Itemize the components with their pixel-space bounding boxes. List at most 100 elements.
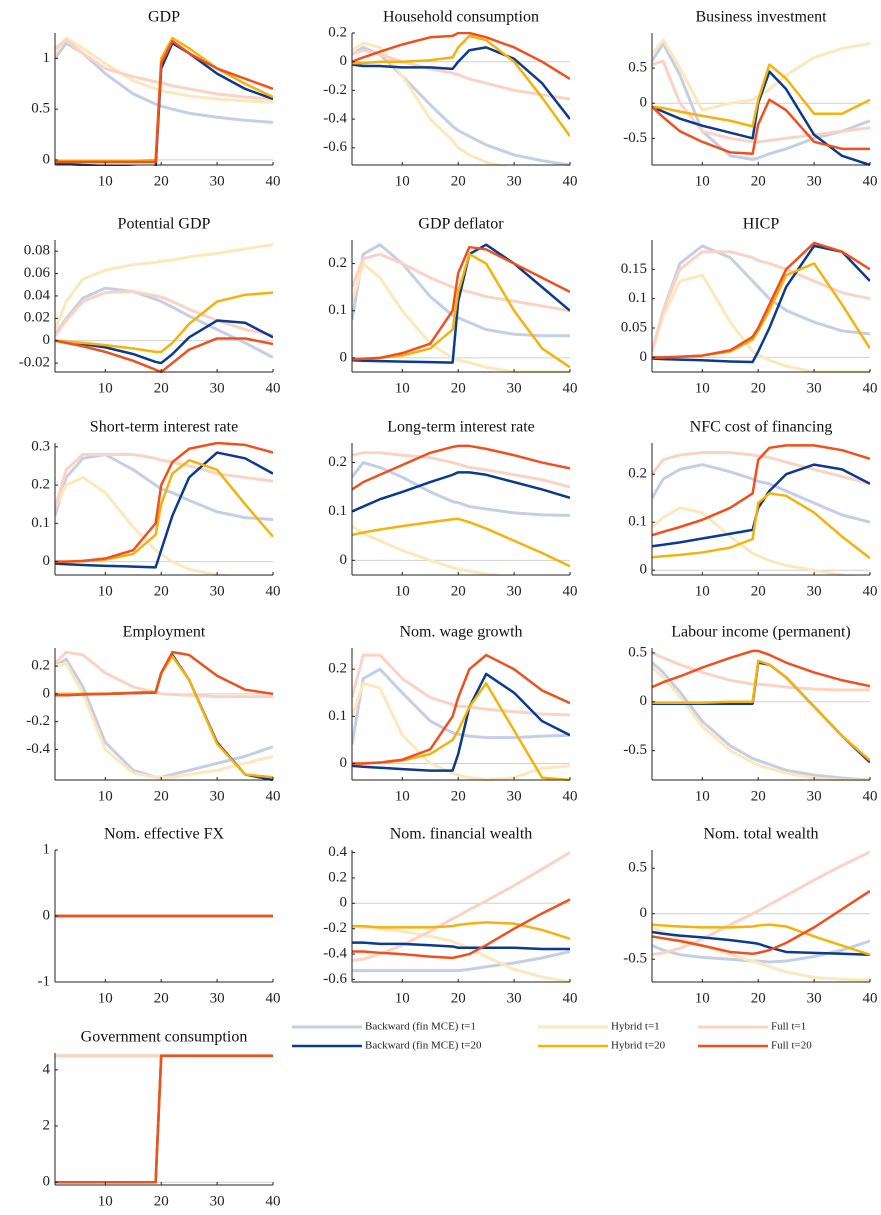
series-line xyxy=(55,242,273,331)
x-tick-label: 40 xyxy=(266,173,281,189)
x-tick-label: 20 xyxy=(451,380,466,396)
series-line xyxy=(652,492,870,560)
x-tick-label: 30 xyxy=(507,380,522,396)
series-line xyxy=(55,653,273,781)
lines xyxy=(652,38,870,166)
x-tick-label: 40 xyxy=(563,380,578,396)
series-line xyxy=(352,451,570,489)
x-tick-label: 20 xyxy=(751,173,766,189)
y-tick-label: -0.4 xyxy=(323,111,347,127)
series-line xyxy=(352,851,570,962)
x-tick-label: 40 xyxy=(266,380,281,396)
x-tick-label: 20 xyxy=(751,990,766,1006)
y-tick-label: 0.04 xyxy=(24,287,51,303)
legend: Backward (fin MCE) t=1 Backward (fin MCE)… xyxy=(292,1021,812,1052)
series-line xyxy=(652,244,870,364)
y-tick-label: -0.5 xyxy=(623,742,647,758)
x-tick-label: 30 xyxy=(210,1193,225,1209)
x-tick-label: 10 xyxy=(395,173,410,189)
x-tick-label: 40 xyxy=(863,173,878,189)
panel: Labour income (permanent) -0.5 0 0.5 10 20 30 4… xyxy=(623,624,877,805)
series-line xyxy=(352,941,570,951)
x-tick-label: 40 xyxy=(563,583,578,599)
x-tick-label: 20 xyxy=(154,788,169,804)
x-tick-label: 40 xyxy=(563,990,578,1006)
x-tick-label: 30 xyxy=(210,990,225,1006)
legend-label: Hybrid t=20 xyxy=(611,1040,666,1052)
series-line xyxy=(652,506,857,576)
y-tick-label: -0.02 xyxy=(19,354,50,370)
lines xyxy=(55,1054,273,1184)
series-line xyxy=(352,245,570,361)
lines xyxy=(652,241,870,373)
y-tick-label: 1 xyxy=(43,50,51,66)
panel-title: GDP deflator xyxy=(418,216,504,233)
series-line xyxy=(352,444,570,491)
y-tick-label: 0 xyxy=(640,95,648,111)
series-line xyxy=(352,461,570,517)
series-line xyxy=(55,291,273,354)
x-tick-label: 40 xyxy=(563,173,578,189)
series-line xyxy=(352,45,570,166)
series-line xyxy=(55,39,273,164)
x-tick-label: 20 xyxy=(154,1193,169,1209)
y-tick-label: 0.3 xyxy=(31,438,50,454)
series-line xyxy=(352,243,570,364)
panel: HICP 0 0.05 0.1 0.15 10 20 30 40 xyxy=(621,216,878,397)
panel: Nom. financial wealth -0.6 -0.4 -0.2 0 0.2 0.4… xyxy=(323,826,577,1007)
y-tick-label: -0.2 xyxy=(26,713,50,729)
series-line xyxy=(652,659,870,762)
series-line xyxy=(55,451,273,569)
x-tick-label: 10 xyxy=(98,380,113,396)
series-line xyxy=(652,38,870,112)
series-line xyxy=(652,930,870,956)
lines xyxy=(352,243,570,373)
x-tick-label: 10 xyxy=(98,990,113,1006)
x-tick-label: 10 xyxy=(695,990,710,1006)
series-line xyxy=(652,250,870,352)
legend-label: Backward (fin MCE) t=1 xyxy=(365,1021,476,1033)
x-tick-label: 40 xyxy=(266,1193,281,1209)
series-line xyxy=(352,471,570,513)
panel: Nom. wage growth 0 0.1 0.2 10 20 30 40 xyxy=(328,624,577,805)
x-tick-label: 20 xyxy=(154,173,169,189)
lines xyxy=(352,32,570,166)
x-tick-label: 20 xyxy=(451,173,466,189)
lines xyxy=(652,850,870,982)
panel: Nom. total wealth -0.5 0 0.5 10 20 30 40 xyxy=(623,826,877,1007)
series-line xyxy=(652,98,870,156)
y-tick-label: -0.4 xyxy=(323,946,347,962)
panel-title: Nom. total wealth xyxy=(703,826,818,843)
x-tick-label: 30 xyxy=(807,583,822,599)
series-line xyxy=(652,63,870,128)
y-tick-label: 0 xyxy=(640,349,648,365)
y-tick-label: 0 xyxy=(43,151,51,167)
x-tick-label: 30 xyxy=(507,788,522,804)
x-tick-label: 10 xyxy=(695,173,710,189)
y-tick-label: -0.6 xyxy=(323,139,347,155)
y-tick-label: 0.2 xyxy=(328,255,347,271)
lines xyxy=(55,242,273,373)
y-tick-label: -1 xyxy=(38,973,51,989)
series-line xyxy=(55,442,273,563)
x-tick-label: 30 xyxy=(210,788,225,804)
y-tick-label: 0 xyxy=(340,755,348,771)
y-tick-label: 0.1 xyxy=(31,515,50,531)
y-tick-label: 1 xyxy=(43,841,51,857)
series-line xyxy=(652,463,870,524)
series-line xyxy=(652,889,870,956)
series-line xyxy=(55,289,273,338)
x-tick-label: 20 xyxy=(154,990,169,1006)
y-tick-label: 0.5 xyxy=(628,644,647,660)
legend-label: Backward (fin MCE) t=20 xyxy=(365,1040,482,1052)
x-tick-label: 30 xyxy=(507,173,522,189)
y-tick-label: 0.1 xyxy=(628,290,647,306)
y-tick-label: 0 xyxy=(43,685,51,701)
y-tick-label: 0.1 xyxy=(328,708,347,724)
x-tick-label: 10 xyxy=(98,173,113,189)
y-tick-label: 0.15 xyxy=(621,261,647,277)
y-tick-label: 0.4 xyxy=(328,844,347,860)
x-tick-label: 20 xyxy=(154,380,169,396)
x-tick-label: 40 xyxy=(266,583,281,599)
x-tick-label: 10 xyxy=(695,788,710,804)
